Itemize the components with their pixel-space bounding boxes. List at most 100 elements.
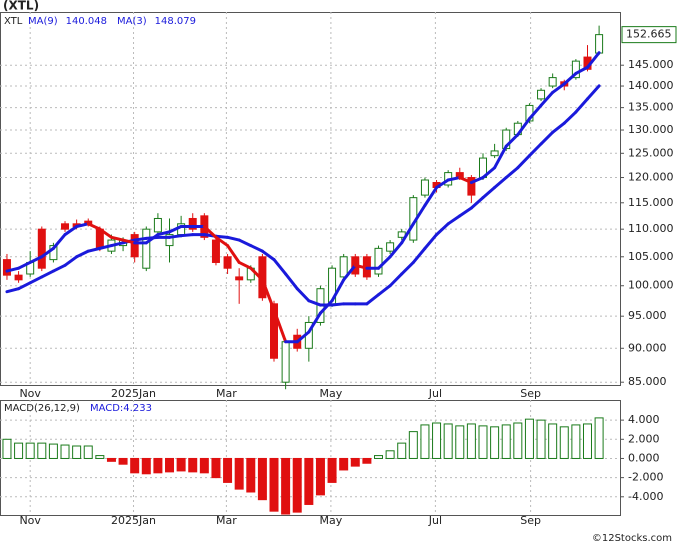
macd-bar <box>455 425 465 459</box>
legend-value: 140.048 <box>66 16 107 27</box>
candle-body <box>537 89 546 100</box>
candle-body <box>467 177 476 196</box>
y-tick-label: -2.000 <box>628 471 663 484</box>
ma-line <box>400 222 415 245</box>
macd-bar <box>223 457 233 483</box>
ma-line <box>481 186 497 200</box>
candle-body <box>281 341 290 383</box>
ma-line <box>469 196 485 210</box>
ma-line <box>353 263 369 270</box>
candle-body <box>2 259 11 276</box>
candle-body <box>61 223 70 230</box>
macd-bar <box>95 455 105 459</box>
x-tick-label: Mar <box>216 514 237 527</box>
ma-line <box>574 65 589 75</box>
macd-bar <box>571 424 581 459</box>
ma-line <box>388 241 404 259</box>
ma-line <box>98 227 113 239</box>
candle-body <box>420 179 429 196</box>
x-tick-label: Nov <box>19 514 41 527</box>
ma-line <box>28 275 44 285</box>
candle-body <box>142 228 151 269</box>
macd-bar <box>211 457 221 479</box>
ma-line <box>249 244 264 253</box>
ma-line <box>249 266 264 282</box>
ma-line <box>260 278 276 312</box>
ma-line <box>585 51 601 69</box>
macd-bar <box>397 442 407 459</box>
ma-line <box>28 255 44 264</box>
y-tick-label: 120.000 <box>628 171 674 184</box>
macd-bar <box>443 423 453 459</box>
ma-line <box>98 244 113 250</box>
ma-line <box>295 287 311 303</box>
macd-bar <box>37 442 47 459</box>
ma-line <box>109 235 125 242</box>
ma-line <box>40 269 55 279</box>
ma-line <box>551 82 566 94</box>
ma-line <box>481 166 497 180</box>
macd-bar <box>408 431 418 459</box>
ma-line <box>585 84 601 101</box>
ma-line <box>51 263 67 273</box>
macd-bar <box>478 425 488 459</box>
y-tick-label: -4.000 <box>628 490 663 503</box>
ma-line <box>516 117 531 137</box>
macd-bar <box>281 457 291 515</box>
y-tick-label: 145.000 <box>628 58 674 71</box>
ma-line <box>435 222 450 237</box>
ma-line <box>75 222 90 228</box>
candle-body <box>235 276 244 281</box>
macd-bar <box>165 457 175 473</box>
candle-body <box>490 150 499 157</box>
y-tick-label: 105.000 <box>628 250 674 263</box>
ma-line <box>5 287 21 294</box>
y-tick-label: 90.000 <box>628 341 667 354</box>
macd-bar <box>48 443 58 459</box>
y-tick-label: 115.000 <box>628 196 674 209</box>
macd-bar <box>72 445 82 459</box>
macd-bar <box>246 457 256 493</box>
ma-line <box>109 241 125 248</box>
ma-line <box>504 166 520 180</box>
ma-line <box>40 246 55 259</box>
macd-bar <box>304 457 314 505</box>
ma-line <box>168 234 183 239</box>
ma-line <box>156 230 172 237</box>
ma-line <box>469 176 485 184</box>
y-tick-label: 2.000 <box>628 432 660 445</box>
ma-line <box>307 299 322 307</box>
ma-line <box>17 260 32 270</box>
ma-line <box>63 224 79 237</box>
ma-line <box>284 272 299 291</box>
ma-line <box>214 234 230 239</box>
macd-bar <box>118 457 128 465</box>
ma-line <box>179 233 195 238</box>
macd-bar <box>25 442 35 459</box>
last-price-label: 152.665 <box>626 28 672 41</box>
macd-bar <box>513 422 523 459</box>
y-tick-label: 110.000 <box>628 222 674 235</box>
ma-line <box>411 246 427 264</box>
ma-line <box>86 246 102 253</box>
candle-body <box>153 217 162 233</box>
candle-body <box>211 239 220 263</box>
y-tick-label: 95.000 <box>628 309 667 322</box>
ma-line <box>574 97 589 114</box>
candle-body <box>188 217 197 230</box>
x-tick-label: 2025Jan <box>111 387 156 400</box>
macd-bar <box>524 418 534 459</box>
macd-bar <box>83 445 93 459</box>
y-tick-label: 135.000 <box>628 101 674 114</box>
ma-line <box>214 235 230 248</box>
ma-line <box>516 154 531 170</box>
macd-bar <box>315 457 325 496</box>
legend-value: 148.079 <box>155 16 196 27</box>
ma-line <box>504 133 520 148</box>
ma-line <box>493 144 508 170</box>
ma-line <box>527 103 543 121</box>
macd-bar <box>130 457 140 474</box>
ma-line <box>272 258 288 276</box>
y-tick-label: 0.000 <box>628 451 660 464</box>
macd-bar <box>60 444 70 459</box>
